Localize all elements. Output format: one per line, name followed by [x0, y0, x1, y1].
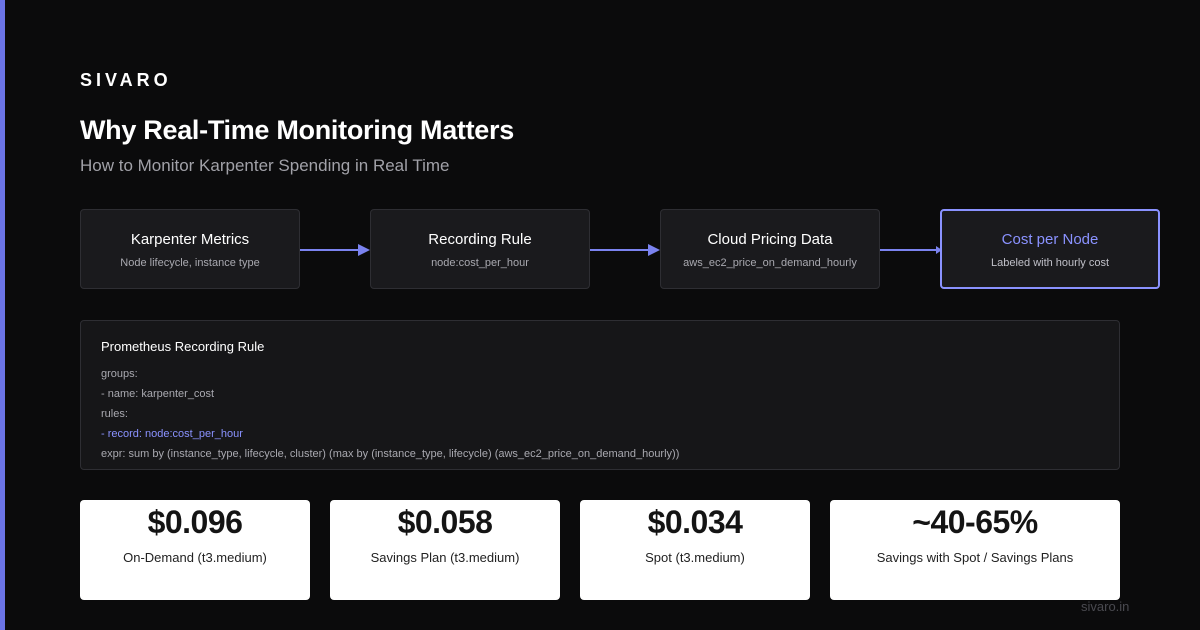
recording-rule-panel: Prometheus Recording Rule groups: - name…: [80, 320, 1120, 470]
flow-node-title: Recording Rule: [428, 231, 532, 248]
pipeline-flow: Karpenter Metrics Node lifecycle, instan…: [80, 209, 1160, 291]
flow-node-subtitle: aws_ec2_price_on_demand_hourly: [683, 257, 857, 269]
flow-node-title: Cost per Node: [1001, 231, 1099, 248]
flow-node-subtitle: Node lifecycle, instance type: [120, 257, 260, 269]
code-line: groups:: [101, 368, 138, 380]
panel-title: Prometheus Recording Rule: [101, 339, 265, 354]
code-line-highlighted: - record: node:cost_per_hour: [101, 428, 243, 440]
stat-value: $0.034: [647, 504, 743, 540]
stat-label: Spot (t3.medium): [645, 550, 745, 565]
arrow-right-icon: [590, 244, 660, 256]
code-line: - name: karpenter_cost: [101, 388, 215, 400]
stat-card-on-demand: $0.096 On-Demand (t3.medium): [80, 500, 310, 600]
flow-node-subtitle: Labeled with hourly cost: [990, 257, 1109, 269]
arrow-right-icon: [880, 246, 942, 254]
code-line: expr: sum by (instance_type, lifecycle, …: [101, 448, 680, 460]
flow-node-karpenter-metrics: Karpenter Metrics Node lifecycle, instan…: [80, 209, 300, 289]
flow-node-title: Cloud Pricing Data: [707, 231, 833, 248]
flow-node-recording-rule: Recording Rule node:cost_per_hour: [370, 209, 590, 289]
footer-url: sivaro.in: [1081, 599, 1130, 614]
stat-card-savings-range: ~40-65% Savings with Spot / Savings Plan…: [830, 500, 1120, 600]
stat-card-spot: $0.034 Spot (t3.medium): [580, 500, 810, 600]
flow-node-cost-per-node: Cost per Node Labeled with hourly cost: [940, 209, 1160, 289]
brand-logo: SIVARO: [80, 70, 172, 90]
page-subtitle: How to Monitor Karpenter Spending in Rea…: [80, 156, 450, 175]
flow-node-cloud-pricing: Cloud Pricing Data aws_ec2_price_on_dema…: [660, 209, 880, 289]
arrow-right-icon: [300, 244, 370, 256]
stat-value: $0.096: [147, 504, 243, 540]
accent-bar: [0, 0, 5, 630]
stat-card-savings-plan: $0.058 Savings Plan (t3.medium): [330, 500, 560, 600]
stat-label: Savings with Spot / Savings Plans: [876, 550, 1074, 565]
stat-value: $0.058: [397, 504, 493, 540]
code-line: rules:: [101, 408, 128, 420]
stat-value: ~40-65%: [912, 504, 1038, 540]
flow-node-title: Karpenter Metrics: [130, 231, 250, 248]
page-title: Why Real-Time Monitoring Matters: [80, 115, 514, 145]
stat-label: Savings Plan (t3.medium): [370, 550, 520, 565]
flow-node-subtitle: node:cost_per_hour: [431, 257, 529, 269]
stat-label: On-Demand (t3.medium): [123, 550, 267, 565]
